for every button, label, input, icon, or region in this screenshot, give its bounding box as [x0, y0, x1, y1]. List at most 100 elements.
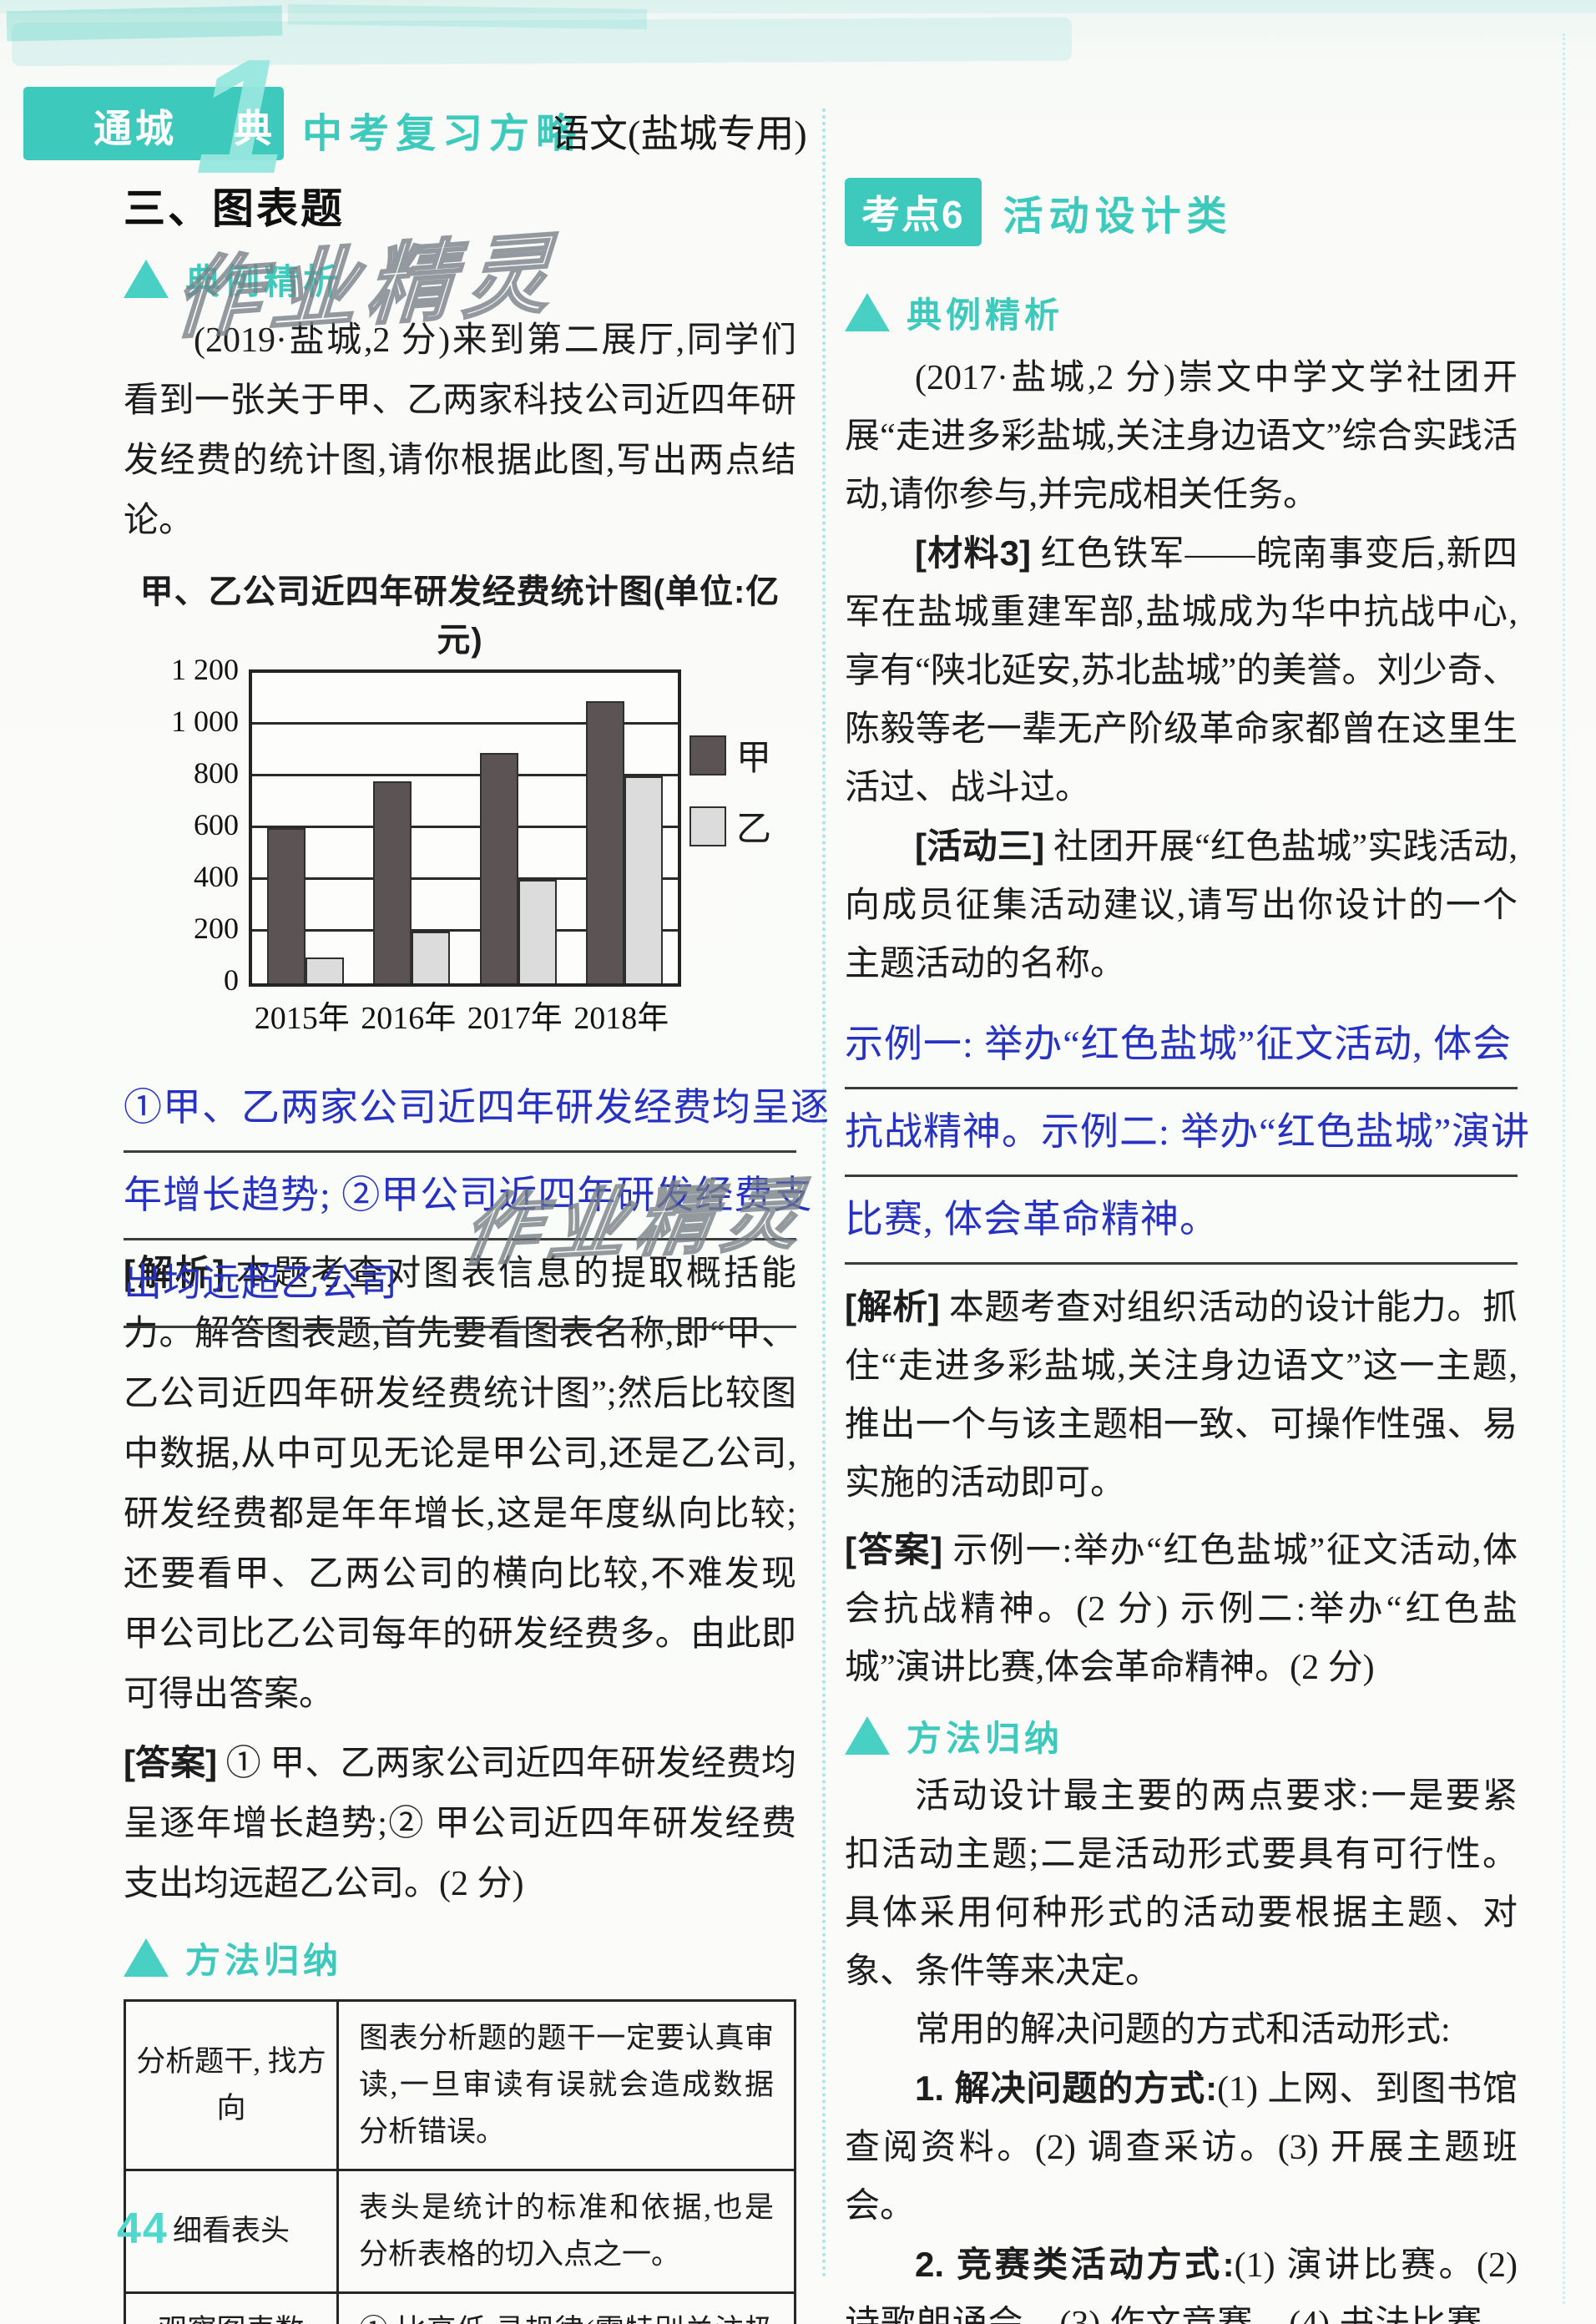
bar-chart: 甲、乙公司近四年研发经费统计图(单位:亿元) 0 200 400 600 800 1 00…: [124, 564, 796, 1057]
column-divider: [822, 109, 826, 2279]
brand-logo-left-text: 通城: [93, 107, 177, 150]
gridline: [252, 774, 678, 776]
activity-paragraph: [活动三] 社团开展“红色盐城”实践活动,向成员征集活动建议,请写出你设计的一个…: [845, 826, 1518, 983]
series-title: 中考复习方略: [302, 112, 583, 156]
y-tick-label: 0: [224, 963, 239, 997]
method-table: 分析题干, 找方向 图表分析题的题干一定要认真审读,一旦审读有误就会造成数据分析错…: [124, 1999, 796, 2324]
bar-乙-2016年: [412, 932, 451, 983]
top-wash-decoration: [0, 0, 1596, 13]
answer-line: 比赛, 体会革命精神。: [845, 1177, 1518, 1265]
method-summary-heading: 方法归纳: [845, 1712, 1518, 1759]
page-edge-line: [1563, 33, 1565, 2304]
analysis-label: [解析]: [124, 1253, 225, 1292]
gridline: [252, 929, 678, 932]
example-analysis-heading: 典例精析: [124, 255, 796, 302]
y-tick-label: 800: [194, 756, 239, 790]
table-cell-key: 细看表头: [124, 2169, 339, 2294]
gridline: [252, 877, 678, 880]
brand-logo: 通城 1 典: [23, 35, 286, 199]
answer-paragraph: [答案] ① 甲、乙两家公司近四年研发经费均呈逐年增长趋势;② 甲公司近四年研发…: [124, 1743, 796, 1903]
bar-乙-2017年: [518, 880, 557, 983]
subject-title: 语文(盐城专用): [551, 113, 807, 155]
brand-logo-right-text: 典: [234, 107, 272, 150]
answer-line: 抗战精神。示例二: 举办“红色盐城”演讲: [845, 1089, 1529, 1177]
bar-乙-2018年: [624, 776, 664, 983]
answer-paragraph: [答案] 示例一:举办“红色盐城”征文活动,体会抗战精神。(2 分) 示例二:举…: [845, 1530, 1518, 1687]
table-row: 细看表头 表头是统计的标准和依据,也是分析表格的切入点之一。: [124, 2169, 796, 2294]
chart-legend: 甲乙: [689, 730, 771, 872]
top-wash-decoration: [11, 17, 1073, 67]
triangle-icon: [124, 1938, 169, 1977]
table-cell-key: 观察图表数据、板块变化: [124, 2291, 339, 2324]
triangle-icon: [845, 1716, 890, 1755]
y-tick-label: 400: [194, 860, 239, 893]
table-row: 分析题干, 找方向 图表分析题的题干一定要认真审读,一旦审读有误就会造成数据分析错…: [124, 1999, 796, 2171]
legend-label: 甲: [736, 740, 772, 778]
answer-line: 年增长趋势; ②甲公司近四年研发经费支: [124, 1153, 811, 1240]
analysis-paragraph: [解析] 本题考查对组织活动的设计能力。抓住“走进多彩盐城,关注身边语文”这一主…: [845, 1287, 1518, 1503]
table-cell-key: 分析题干, 找方向: [124, 1999, 339, 2171]
method-paragraphs: 活动设计最主要的两点要求:一是要紧扣活动主题;二是活动形式要具有可行性。具体采用…: [845, 1767, 1518, 2059]
method-table-body: 分析题干, 找方向 图表分析题的题干一定要认真审读,一旦审读有误就会造成数据分析错…: [124, 1999, 796, 2324]
table-row: 观察图表数据、板块变化① 比高低,寻规律(需特别关注极大/小值);② 做统计,找…: [124, 2291, 796, 2324]
x-tick-label: 2017年: [467, 1001, 563, 1036]
section-title: 三、图表题: [124, 185, 345, 232]
answer-line: ①甲、乙两家公司近四年研发经费均呈逐: [124, 1065, 829, 1153]
topic-heading: 考点6 活动设计类: [845, 175, 1518, 249]
y-tick-label: 1 000: [171, 705, 239, 738]
bar-甲-2018年: [586, 701, 625, 983]
table-cell-value: ① 比高低,寻规律(需特别关注极大/小值);② 做统计,找走势。: [336, 2291, 796, 2324]
method-paragraph: 活动设计最主要的两点要求:一是要紧扣活动主题;二是活动形式要具有可行性。具体采用…: [845, 1777, 1518, 1991]
answer-line: 出均远超乙公司: [124, 1240, 796, 1328]
method-item-2: 2. 竞赛类活动方式:(1) 演讲比赛。(2) 诗歌朗诵会。(3) 作文竞赛。(…: [845, 2245, 1518, 2324]
y-tick-label: 1 200: [171, 653, 239, 686]
method-paragraph: 常用的解决问题的方式和活动形式:: [915, 2011, 1451, 2049]
triangle-icon: [845, 293, 890, 331]
gridline: [252, 722, 678, 725]
analysis-label: [解析]: [845, 1287, 940, 1326]
student-answer-lines: ①甲、乙两家公司近四年研发经费均呈逐 年增长趋势; ②甲公司近四年研发经费支 出均远…: [124, 1065, 829, 1328]
student-answer-lines: 示例一: 举办“红色盐城”征文活动, 体会 抗战精神。示例二: 举办“红色盐城”演…: [845, 1002, 1529, 1265]
legend-label: 乙: [736, 811, 772, 849]
x-tick-label: 2015年: [254, 1001, 350, 1036]
answer-label: [答案]: [124, 1743, 218, 1782]
triangle-icon: [124, 260, 169, 298]
chart-title: 甲、乙公司近四年研发经费统计图(单位:亿元): [139, 573, 780, 659]
question-intro: (2017·盐城,2 分)崇文中学文学社团开展“走进多彩盐城,关注身边语文”综合…: [845, 359, 1518, 514]
gridline: [252, 826, 678, 828]
page-number: 44: [117, 2205, 169, 2253]
top-wash-decoration: [287, 3, 648, 30]
material-label: [材料3]: [915, 533, 1032, 573]
method-item-1: 1. 解决问题的方式:(1) 上网、到图书馆查阅资料。(2) 调查采访。(3) …: [845, 2069, 1518, 2225]
bar-甲-2015年: [266, 828, 306, 983]
brand-logo-numeral: 1: [195, 25, 287, 208]
y-tick-label: 600: [194, 808, 239, 841]
analysis-paragraph: [解析] 本题考查对图表信息的提取概括能力。解答图表题,首先要看图表名称,即“甲…: [124, 1253, 796, 1714]
x-tick-label: 2016年: [361, 1001, 457, 1036]
right-column: 考点6 活动设计类 典例精析 (2017·盐城,2 分)崇文中学文学社团开展“走…: [845, 175, 1529, 2324]
bar-甲-2016年: [373, 781, 412, 983]
legend-entry-甲: 甲: [689, 730, 771, 781]
method-summary-heading: 方法归纳: [124, 1934, 796, 1981]
chart-area: 0 200 400 600 800 1 000 1 200 2015年 2016年 2017年 2…: [124, 653, 796, 1057]
example-analysis-heading: 典例精析: [845, 289, 1518, 336]
legend-entry-乙: 乙: [689, 801, 771, 851]
answer-line: 示例一: 举办“红色盐城”征文活动, 体会: [845, 1002, 1518, 1089]
material-paragraph: [材料3] 红色铁军——皖南事变后,新四军在盐城重建军部,盐城成为华中抗战中心,…: [845, 533, 1518, 807]
topic-badge: 考点6: [845, 178, 982, 246]
answer-label: [答案]: [845, 1530, 943, 1569]
topic-title: 活动设计类: [1003, 195, 1233, 239]
x-tick-label: 2018年: [573, 1001, 669, 1036]
y-tick-label: 200: [194, 912, 239, 945]
table-cell-value: 图表分析题的题干一定要认真审读,一旦审读有误就会造成数据分析错误。: [336, 1999, 796, 2171]
chart-plot: [249, 669, 681, 987]
question-intro: (2019·盐城,2 分)来到第二展厅,同学们看到一张关于甲、乙两家科技公司近四…: [124, 321, 796, 540]
bar-甲-2017年: [479, 753, 518, 983]
activity-label: [活动三]: [915, 826, 1045, 866]
legend-swatch: [689, 806, 726, 846]
legend-swatch: [689, 735, 726, 776]
bar-乙-2015年: [305, 957, 344, 983]
table-cell-value: 表头是统计的标准和依据,也是分析表格的切入点之一。: [336, 2169, 796, 2294]
left-column: 三、图表题 典例精析 (2019·盐城,2 分)来到第二展厅,同学们看到一张关于…: [124, 175, 829, 2324]
